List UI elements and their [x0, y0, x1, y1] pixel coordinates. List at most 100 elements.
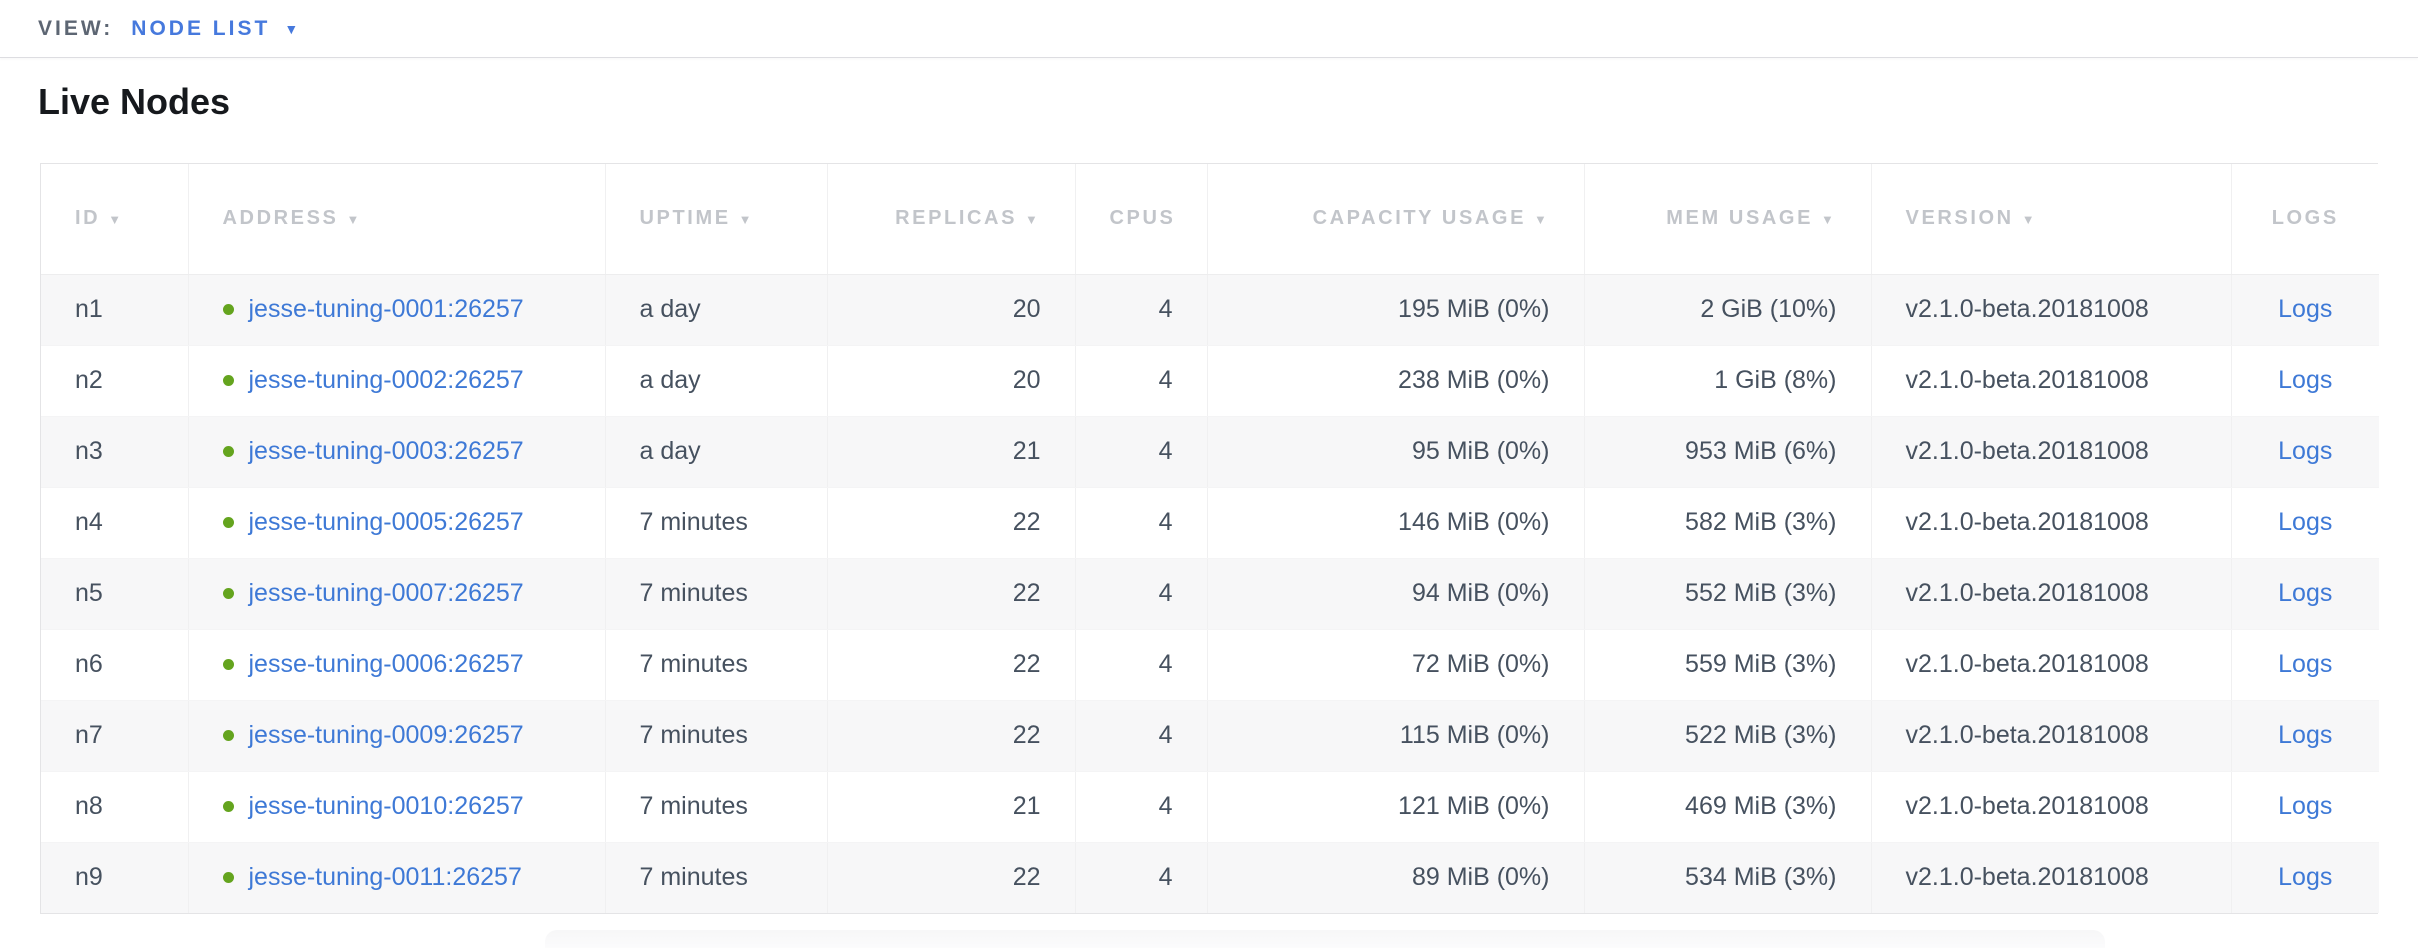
cell-logs: Logs	[2231, 345, 2379, 417]
column-header-cpus: CPUS	[1075, 164, 1208, 275]
node-logs-link[interactable]: Logs	[2278, 366, 2333, 394]
node-live-status-icon	[222, 659, 234, 670]
column-label: VERSION	[1905, 207, 2014, 230]
cell-cpus: 4	[1075, 558, 1208, 630]
cell-capacity_usage: 121 MiB (0%)	[1207, 771, 1585, 843]
cell-id: n4	[41, 487, 189, 559]
table-row: n6 jesse-tuning-0006:26257 7 minutes 22 4 72 …	[41, 629, 2379, 701]
cell-uptime: 7 minutes	[605, 700, 828, 772]
cell-mem_usage: 953 MiB (6%)	[1584, 416, 1872, 488]
cell-mem_usage: 552 MiB (3%)	[1584, 558, 1872, 630]
cell-replicas: 22	[827, 487, 1076, 559]
column-label: UPTIME	[639, 207, 731, 230]
cell-replicas: 21	[827, 771, 1076, 843]
sort-arrow-icon: ▼	[2021, 212, 2038, 228]
node-live-status-icon	[222, 872, 234, 884]
cell-version: v2.1.0-beta.20181008	[1871, 274, 2232, 346]
cell-id: n5	[41, 558, 189, 630]
node-address-link[interactable]: jesse-tuning-0007:26257	[248, 579, 524, 607]
cell-id: n1	[41, 274, 189, 346]
node-address-link[interactable]: jesse-tuning-0001:26257	[248, 295, 524, 323]
view-selector-bar: VIEW: NODE LIST ▼	[0, 0, 2418, 58]
cell-capacity_usage: 94 MiB (0%)	[1207, 558, 1585, 630]
node-logs-link[interactable]: Logs	[2278, 579, 2333, 607]
cell-cpus: 4	[1075, 842, 1208, 913]
column-header-address[interactable]: ADDRESS ▼	[188, 164, 606, 275]
table-header: ID ▼ ADDRESS ▼ UPTIME ▼ REPLICAS ▼ CPUS CAPACITY …	[41, 164, 2379, 275]
column-header-mem-usage[interactable]: MEM USAGE ▼	[1584, 164, 1872, 275]
node-address-link[interactable]: jesse-tuning-0010:26257	[248, 792, 524, 820]
cell-replicas: 22	[827, 700, 1076, 772]
column-header-capacity-usage[interactable]: CAPACITY USAGE ▼	[1207, 164, 1585, 275]
cell-version: v2.1.0-beta.20181008	[1871, 771, 2232, 843]
node-address-link[interactable]: jesse-tuning-0006:26257	[248, 650, 524, 678]
cell-id: n9	[41, 842, 189, 913]
cell-id: n8	[41, 771, 189, 843]
column-label: ADDRESS	[222, 207, 339, 230]
node-live-status-icon	[222, 801, 234, 812]
node-logs-link[interactable]: Logs	[2278, 792, 2333, 820]
node-logs-link[interactable]: Logs	[2278, 508, 2333, 536]
node-live-status-icon	[222, 588, 234, 599]
page-title: Live Nodes	[38, 81, 231, 122]
cell-id: n3	[41, 416, 189, 488]
node-address-link[interactable]: jesse-tuning-0005:26257	[248, 508, 524, 536]
node-logs-link[interactable]: Logs	[2278, 650, 2333, 678]
cell-logs: Logs	[2231, 274, 2379, 346]
node-address-link[interactable]: jesse-tuning-0003:26257	[248, 437, 524, 465]
cell-cpus: 4	[1075, 487, 1208, 559]
cell-logs: Logs	[2231, 771, 2379, 843]
cell-logs: Logs	[2231, 700, 2379, 772]
view-dropdown[interactable]: NODE LIST ▼	[131, 17, 298, 41]
cell-address: jesse-tuning-0001:26257	[188, 274, 606, 346]
cell-address: jesse-tuning-0009:26257	[188, 700, 606, 772]
cell-address: jesse-tuning-0002:26257	[188, 345, 606, 417]
table-row: n7 jesse-tuning-0009:26257 7 minutes 22 4 115…	[41, 700, 2379, 772]
sort-arrow-icon: ▼	[1025, 212, 1041, 228]
table-row: n2 jesse-tuning-0002:26257 a day 20 4 238 MiB…	[41, 345, 2379, 417]
sort-arrow-icon: ▼	[738, 212, 755, 228]
cell-version: v2.1.0-beta.20181008	[1871, 842, 2232, 913]
cell-logs: Logs	[2231, 842, 2379, 913]
table-row: n4 jesse-tuning-0005:26257 7 minutes 22 4 146…	[41, 487, 2379, 559]
node-logs-link[interactable]: Logs	[2278, 437, 2333, 465]
table-row: n9 jesse-tuning-0011:26257 7 minutes 22 4 89 …	[41, 842, 2379, 913]
sort-arrow-icon: ▼	[1821, 212, 1837, 228]
cell-id: n7	[41, 700, 189, 772]
column-header-id[interactable]: ID ▼	[41, 164, 189, 275]
cell-replicas: 21	[827, 416, 1076, 488]
cell-replicas: 22	[827, 842, 1076, 913]
cell-version: v2.1.0-beta.20181008	[1871, 558, 2232, 630]
table-row: n5 jesse-tuning-0007:26257 7 minutes 22 4 94 …	[41, 558, 2379, 630]
column-label: CAPACITY USAGE	[1312, 207, 1527, 230]
cell-capacity_usage: 95 MiB (0%)	[1207, 416, 1585, 488]
cell-address: jesse-tuning-0003:26257	[188, 416, 606, 488]
cell-capacity_usage: 115 MiB (0%)	[1207, 700, 1585, 772]
column-header-replicas[interactable]: REPLICAS ▼	[827, 164, 1076, 275]
column-header-version[interactable]: VERSION ▼	[1871, 164, 2232, 275]
cell-capacity_usage: 195 MiB (0%)	[1207, 274, 1585, 346]
column-header-logs: LOGS	[2231, 164, 2379, 275]
cell-capacity_usage: 89 MiB (0%)	[1207, 842, 1585, 913]
live-nodes-table: ID ▼ ADDRESS ▼ UPTIME ▼ REPLICAS ▼ CPUS CAPACITY …	[41, 164, 2379, 913]
cell-address: jesse-tuning-0010:26257	[188, 771, 606, 843]
node-logs-link[interactable]: Logs	[2278, 721, 2333, 749]
cell-mem_usage: 559 MiB (3%)	[1584, 629, 1872, 701]
cell-logs: Logs	[2231, 558, 2379, 630]
node-address-link[interactable]: jesse-tuning-0011:26257	[248, 863, 522, 892]
node-address-link[interactable]: jesse-tuning-0009:26257	[248, 721, 524, 749]
live-nodes-table-card: ID ▼ ADDRESS ▼ UPTIME ▼ REPLICAS ▼ CPUS CAPACITY …	[40, 163, 2379, 914]
cell-uptime: 7 minutes	[605, 771, 828, 843]
node-live-status-icon	[222, 730, 234, 741]
next-card-top-edge	[545, 930, 2105, 948]
cell-capacity_usage: 238 MiB (0%)	[1207, 345, 1585, 417]
cell-replicas: 20	[827, 274, 1076, 346]
node-address-link[interactable]: jesse-tuning-0002:26257	[248, 366, 524, 394]
cell-id: n2	[41, 345, 189, 417]
node-logs-link[interactable]: Logs	[2278, 295, 2333, 323]
node-logs-link[interactable]: Logs	[2278, 863, 2333, 892]
column-header-uptime[interactable]: UPTIME ▼	[605, 164, 828, 275]
cell-version: v2.1.0-beta.20181008	[1871, 629, 2232, 701]
node-live-status-icon	[222, 304, 234, 315]
cell-version: v2.1.0-beta.20181008	[1871, 345, 2232, 417]
